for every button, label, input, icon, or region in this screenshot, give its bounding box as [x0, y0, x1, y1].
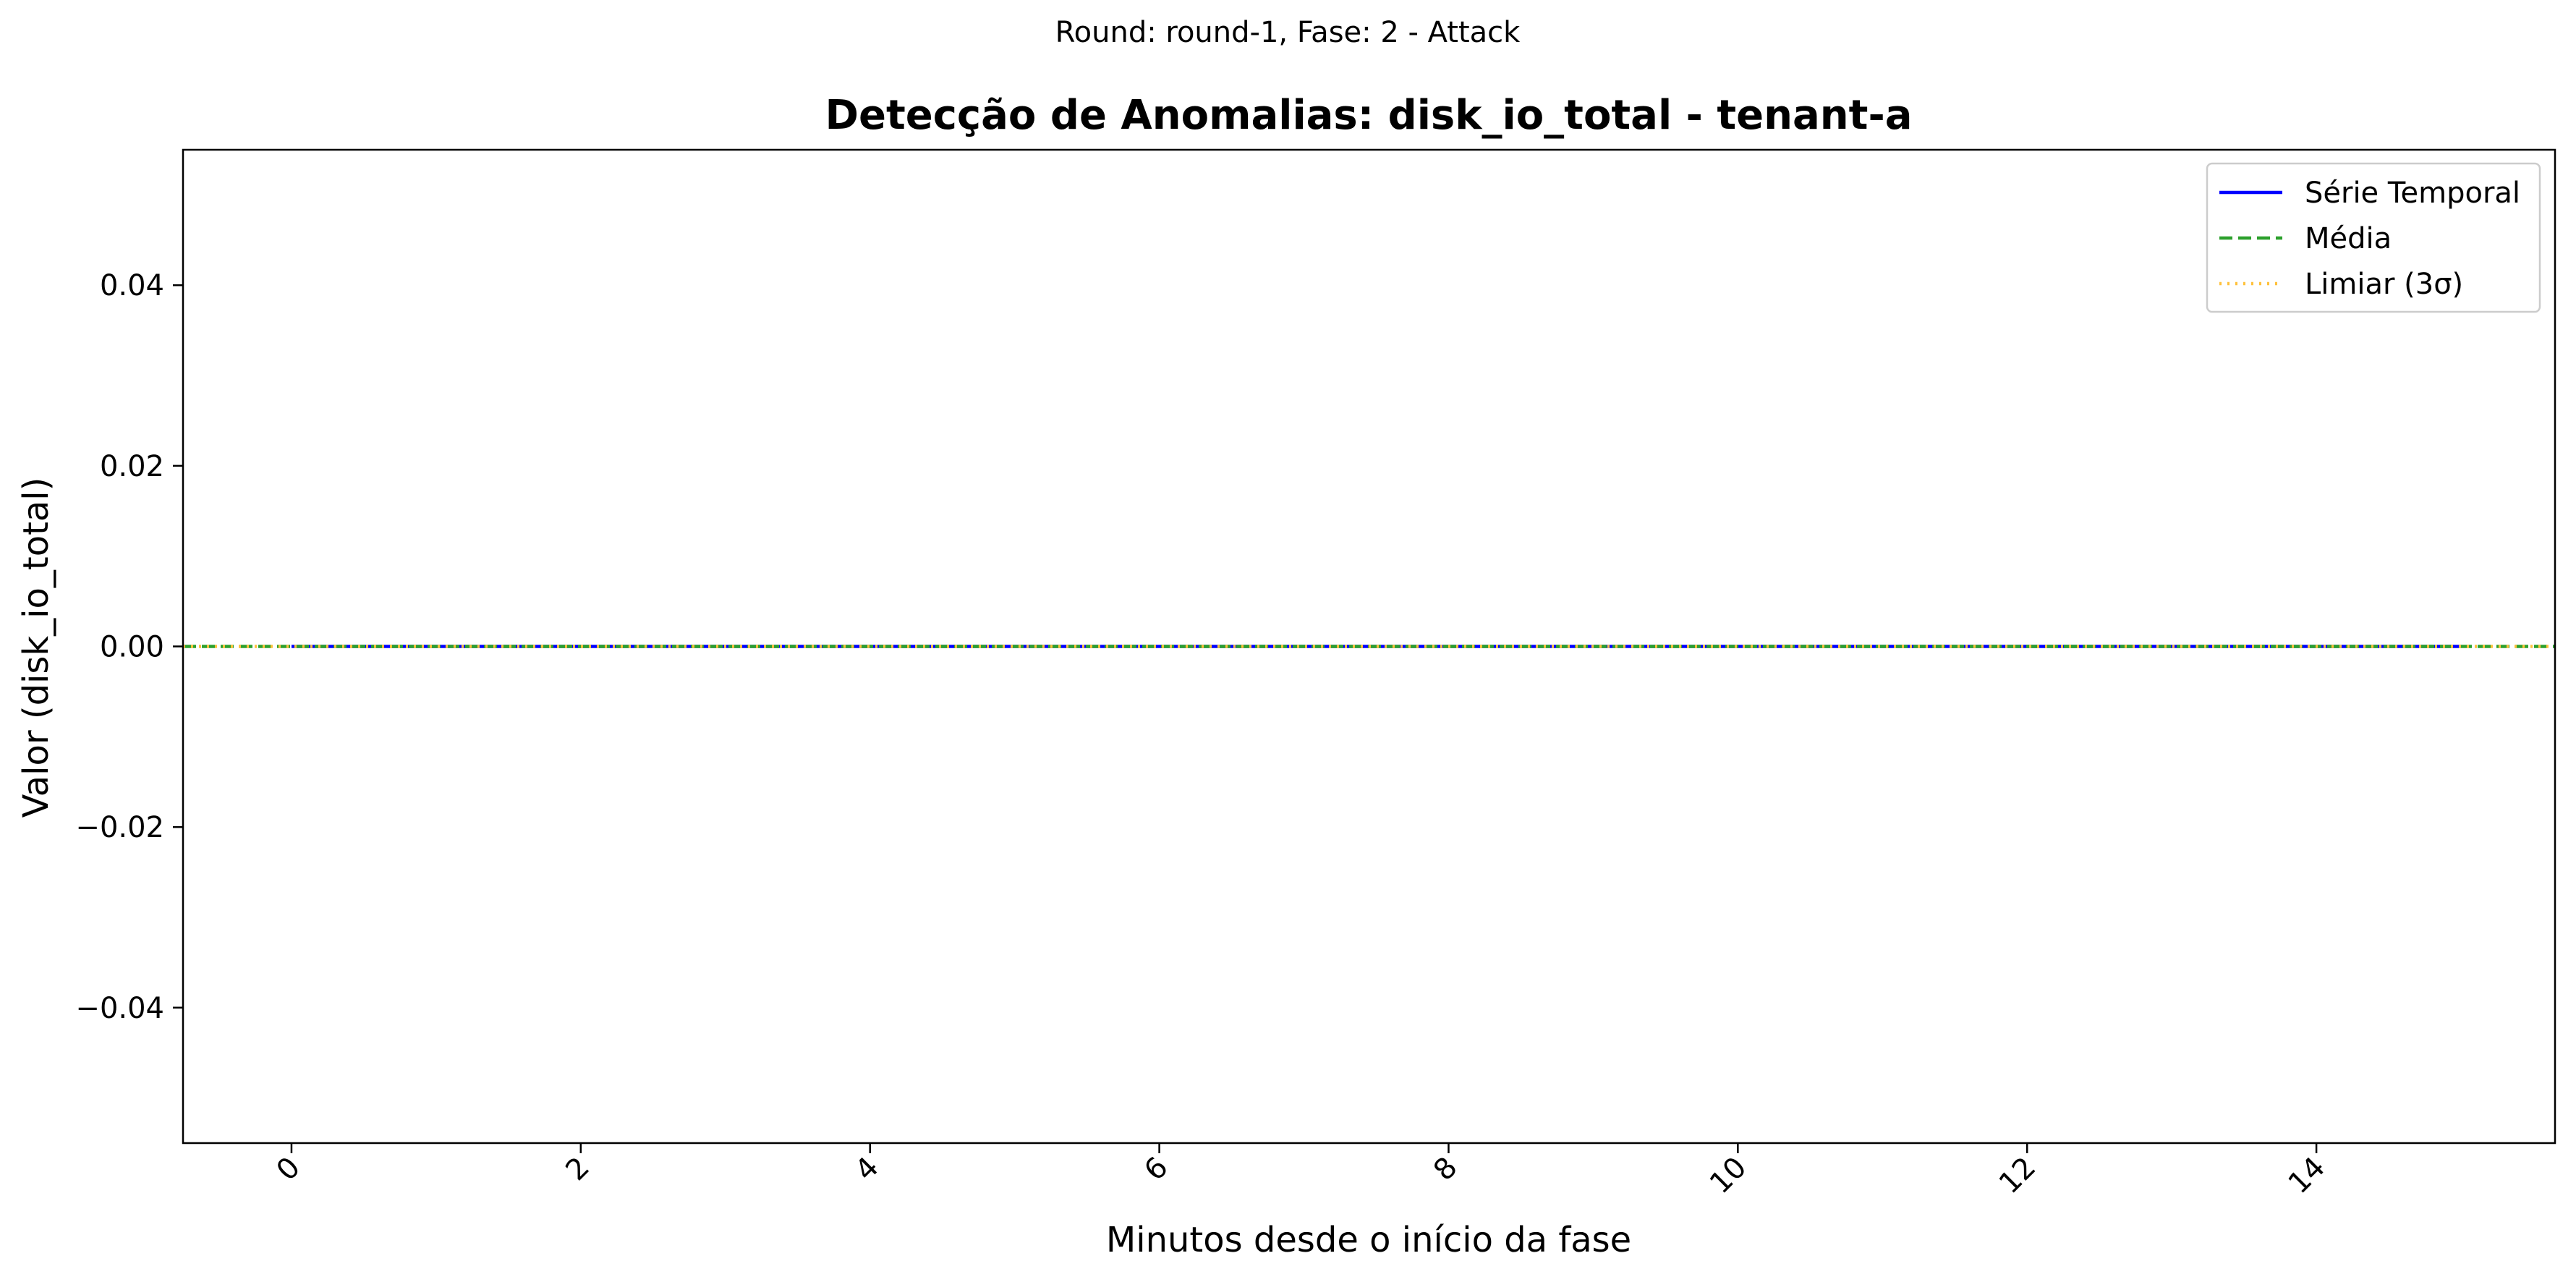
y-tick-label: 0.04 [100, 269, 164, 302]
chart-title: Detecção de Anomalias: disk_io_total - t… [825, 92, 1913, 139]
y-tick-label: −0.02 [75, 811, 164, 844]
legend: Série Temporal Média Limiar (3σ) [2206, 162, 2541, 313]
legend-label: Limiar (3σ) [2305, 268, 2463, 301]
y-tick-label: −0.04 [75, 992, 164, 1025]
chart-suptitle: Round: round-1, Fase: 2 - Attack [1055, 16, 1521, 49]
legend-label: Média [2305, 222, 2392, 255]
legend-box [2206, 162, 2541, 313]
x-axis-label: Minutos desde o início da fase [1106, 1220, 1631, 1260]
y-tick-label: 0.02 [100, 450, 164, 483]
legend-label: Série Temporal [2305, 177, 2520, 210]
plot-frame [182, 148, 2556, 1145]
y-tick-label: 0.00 [100, 631, 164, 664]
y-axis-label: Valor (disk_io_total) [16, 477, 56, 818]
